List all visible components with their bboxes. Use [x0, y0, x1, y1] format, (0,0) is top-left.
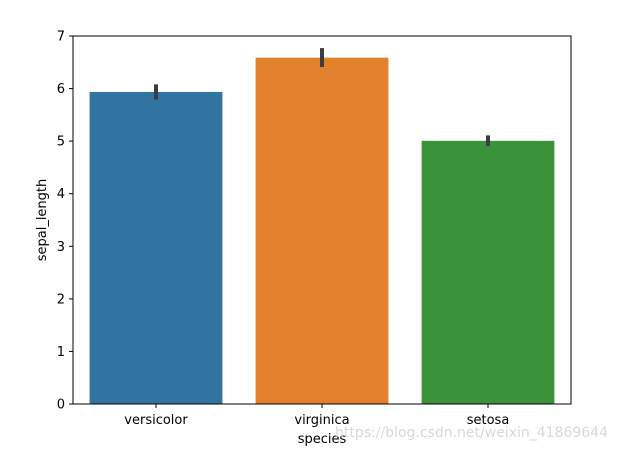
bar-setosa [421, 140, 555, 404]
bar-virginica [255, 57, 389, 405]
x-tick-label: virginica [294, 413, 349, 428]
y-tick-label: 4 [57, 187, 65, 202]
error-bars-group [154, 48, 490, 146]
y-tick-label: 2 [57, 292, 65, 307]
y-tick-label: 0 [57, 398, 65, 413]
x-tick-label: setosa [467, 413, 510, 428]
y-tick-label: 7 [57, 30, 65, 45]
y-tick-label: 1 [57, 345, 65, 360]
x-axis: versicolor virginica setosa [124, 404, 509, 428]
y-axis-label: sepal_length [35, 179, 50, 262]
x-tick-label: versicolor [124, 413, 188, 428]
y-axis: 0 1 2 3 4 5 6 7 [57, 30, 73, 413]
watermark: https://blog.csdn.net/weixin_41869644 [335, 425, 608, 441]
y-tick-label: 6 [57, 82, 65, 97]
bars-group [89, 57, 555, 405]
y-tick-label: 3 [57, 240, 65, 255]
x-axis-label: species [298, 432, 347, 447]
y-tick-label: 5 [57, 135, 65, 150]
bar-versicolor [89, 91, 223, 404]
